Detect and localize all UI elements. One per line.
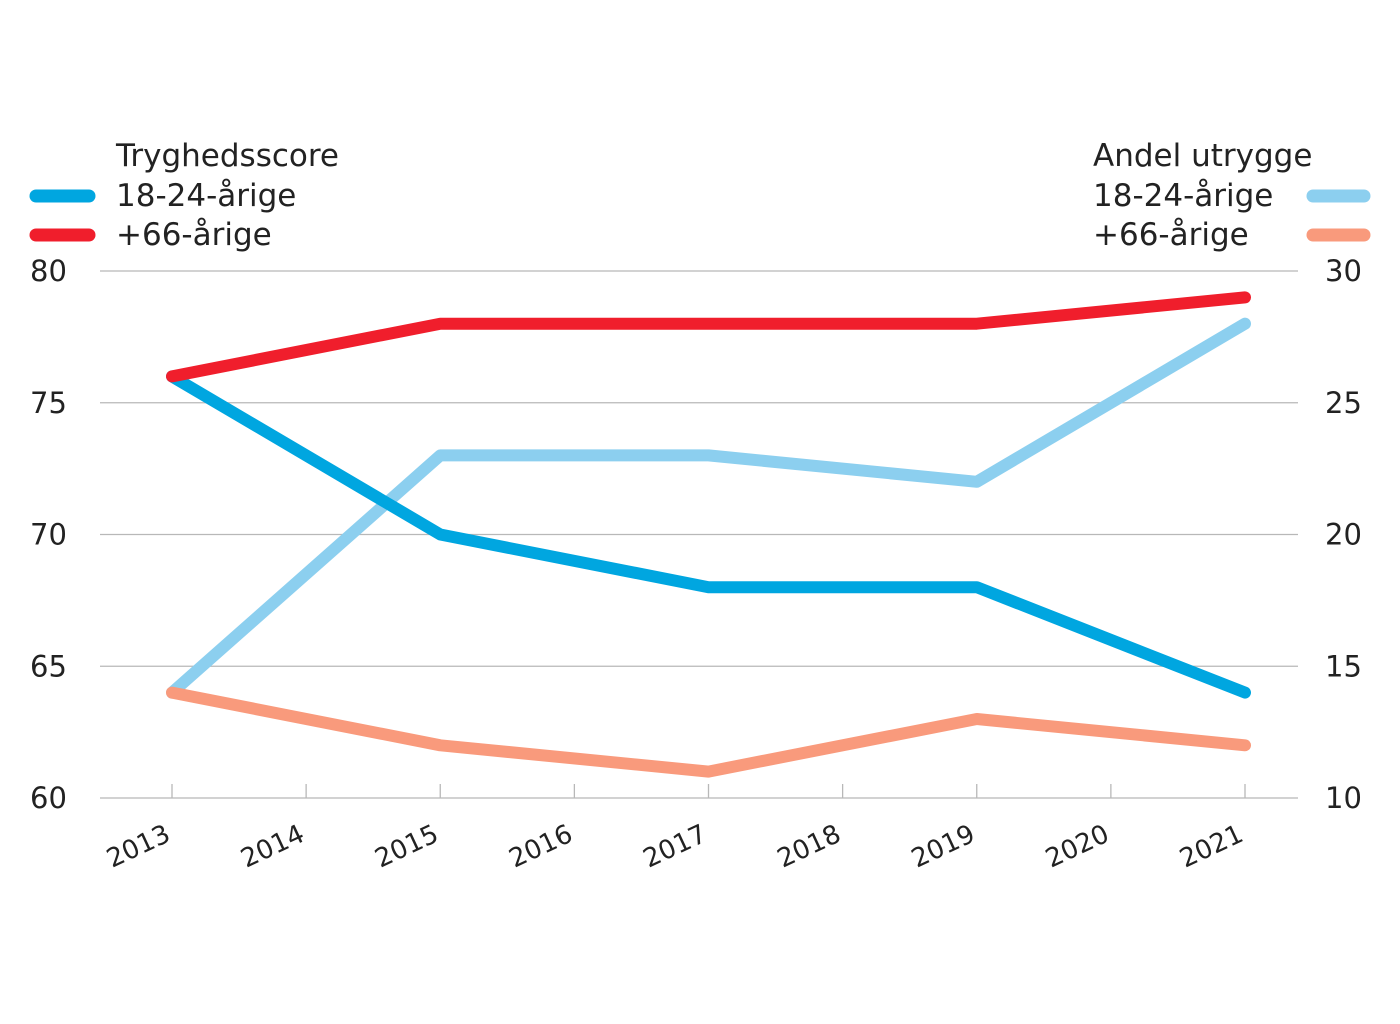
x-tick-label: 2016 — [505, 819, 578, 874]
series-line-right-3 — [166, 686, 1251, 778]
y-right-tick-label: 15 — [1325, 649, 1362, 683]
legend-left-label: +66-årige — [116, 217, 272, 253]
x-tick-label: 2019 — [907, 819, 980, 874]
x-tick-label: 2015 — [371, 819, 444, 874]
y-left-tick-label: 70 — [30, 518, 67, 552]
legend-right-title: Andel utrygge — [1093, 138, 1312, 174]
y-right-tick-label: 20 — [1325, 518, 1362, 552]
legend-right-label: +66-årige — [1093, 217, 1249, 253]
x-tick-label: 2013 — [102, 819, 175, 874]
x-tick-label: 2014 — [236, 819, 309, 874]
x-tick-label: 2017 — [639, 819, 712, 874]
legend-left-label: 18-24-årige — [116, 178, 296, 214]
axis-labels: 60 10 65 15 70 20 75 25 80 30 2013 2014 2015 2016 2017… — [30, 254, 1362, 874]
y-left-tick-label: 75 — [30, 386, 67, 420]
series-line-left-0 — [166, 370, 1251, 699]
legend-left-title: Tryghedsscore — [115, 138, 339, 174]
y-left-tick-label: 60 — [30, 781, 67, 815]
x-tick-label: 2018 — [773, 819, 846, 874]
series-line-left-1 — [166, 291, 1251, 383]
y-left-tick-label: 65 — [30, 649, 67, 683]
y-right-tick-label: 10 — [1325, 781, 1362, 815]
x-tick-label: 2021 — [1175, 819, 1248, 874]
legend-right-label: 18-24-årige — [1093, 178, 1273, 214]
x-tick-label: 2020 — [1041, 819, 1114, 874]
y-left-tick-label: 80 — [30, 254, 67, 288]
y-right-tick-label: 30 — [1325, 254, 1362, 288]
gridlines — [100, 270, 1298, 799]
y-right-tick-label: 25 — [1325, 386, 1362, 420]
series-lines — [166, 291, 1251, 778]
series-line-right-2 — [166, 317, 1251, 699]
x-axis-ticks — [171, 784, 1246, 798]
